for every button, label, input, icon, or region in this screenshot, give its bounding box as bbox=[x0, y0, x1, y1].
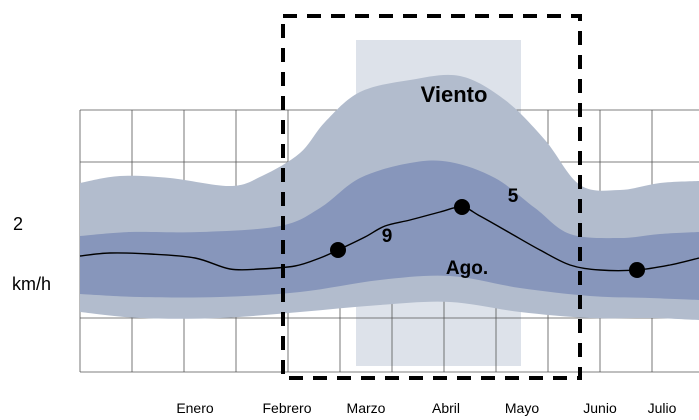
x-tick-label: Julio bbox=[648, 400, 677, 416]
annotation-ago: Ago. bbox=[446, 258, 488, 279]
marker-point bbox=[629, 262, 645, 278]
series-line bbox=[79, 206, 699, 272]
x-tick-label: Mayo bbox=[505, 400, 539, 416]
y-label-value: 2 bbox=[13, 214, 23, 234]
highlight-box bbox=[281, 14, 582, 380]
marker-point bbox=[454, 199, 470, 215]
markers bbox=[330, 199, 645, 278]
inner-band bbox=[80, 160, 699, 300]
x-tick-label: Junio bbox=[583, 400, 617, 416]
x-tick-label: Marzo bbox=[347, 400, 386, 416]
marker-point bbox=[330, 242, 346, 258]
y-label-unit: km/h bbox=[12, 274, 51, 294]
x-tick-label: Enero bbox=[176, 400, 214, 416]
annotation-viento: Viento bbox=[421, 82, 488, 107]
x-tick-label: Febrero bbox=[262, 400, 311, 416]
annotation-9: 9 bbox=[382, 226, 393, 247]
x-tick-label: Abril bbox=[432, 400, 460, 416]
annotation-5: 5 bbox=[508, 186, 519, 207]
